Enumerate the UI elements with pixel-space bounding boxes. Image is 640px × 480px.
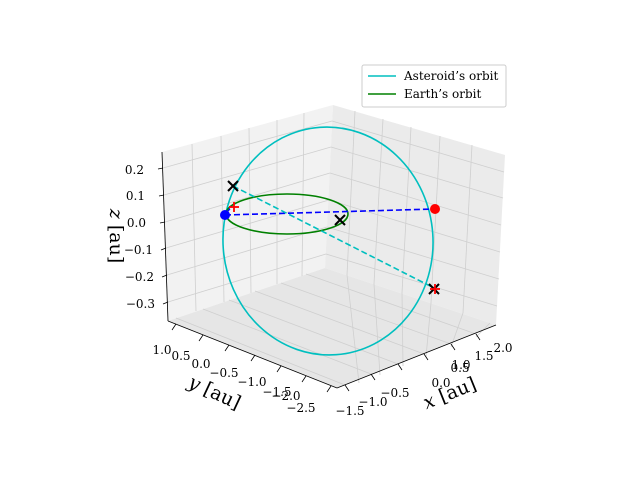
z-axis-line [161, 151, 169, 322]
y-tick-label: −2.0 [271, 389, 300, 403]
markers [220, 180, 440, 295]
x-axis-line [336, 324, 497, 389]
x-tick-label: 2.0 [493, 341, 512, 355]
z-tick-label: 0.2 [125, 163, 144, 177]
y-tick-label: −0.5 [209, 366, 238, 380]
y-tick-label: −1.5 [262, 385, 291, 399]
x-tick-label: 0.5 [450, 361, 469, 375]
y-tick-label: 0.5 [171, 349, 190, 363]
z-axis-label: z [au] [105, 208, 127, 263]
x-tick-label: 0.0 [431, 376, 450, 390]
x-marker [227, 180, 239, 192]
x-marker [334, 214, 346, 226]
y-tick-label: 0.0 [191, 357, 210, 371]
chart-legend: Asteroid’s orbit Earth’s orbit [361, 64, 507, 108]
z-tick-label: 0.1 [126, 189, 145, 203]
blue-dot-marker [220, 210, 230, 220]
chart-axes [161, 151, 497, 389]
red-dot-marker [430, 204, 440, 214]
asteroid-orbit-line [222, 126, 434, 356]
y-axis-line [167, 320, 338, 389]
pane-right [325, 105, 505, 325]
x-tick-label: −0.5 [380, 386, 409, 400]
y-tick-label: −2.5 [286, 401, 315, 415]
legend-box [361, 64, 507, 108]
legend-label-earth: Earth’s orbit [404, 87, 481, 101]
cyan-connector [232, 185, 435, 289]
x-ticks: −1.5 −1.0 −0.5 0.0 0.5 1.0 1.5 2.0 [335, 333, 513, 418]
y-ticks: 1.0 0.5 0.0 −0.5 −1.0 −1.5 −2.0 −2.5 [152, 323, 332, 415]
z-tick-label: −0.3 [126, 297, 155, 311]
z-axis-label-unit: [au] [105, 225, 127, 263]
x-tick-label: −1.5 [335, 404, 364, 418]
x-tick-label: −1.0 [358, 395, 387, 409]
legend-label-asteroid: Asteroid’s orbit [403, 69, 498, 83]
z-tick-label: −0.1 [124, 243, 153, 257]
blue-red-connector [224, 208, 436, 216]
y-tick-label: −1.0 [237, 375, 266, 389]
x-tick-label: 1.0 [451, 358, 470, 372]
plus-marker [430, 284, 440, 294]
z-axis-label-var: z [105, 208, 127, 220]
z-tick-label: 0.0 [127, 216, 146, 230]
x-tick-label: 1.5 [474, 349, 493, 363]
y-tick-label: 1.0 [152, 343, 171, 357]
plus-marker [229, 202, 239, 212]
pane-floor [168, 268, 496, 388]
z-tick-label: −0.2 [125, 270, 154, 284]
z-ticks: 0.2 0.1 0.0 −0.1 −0.2 −0.3 [124, 163, 169, 311]
